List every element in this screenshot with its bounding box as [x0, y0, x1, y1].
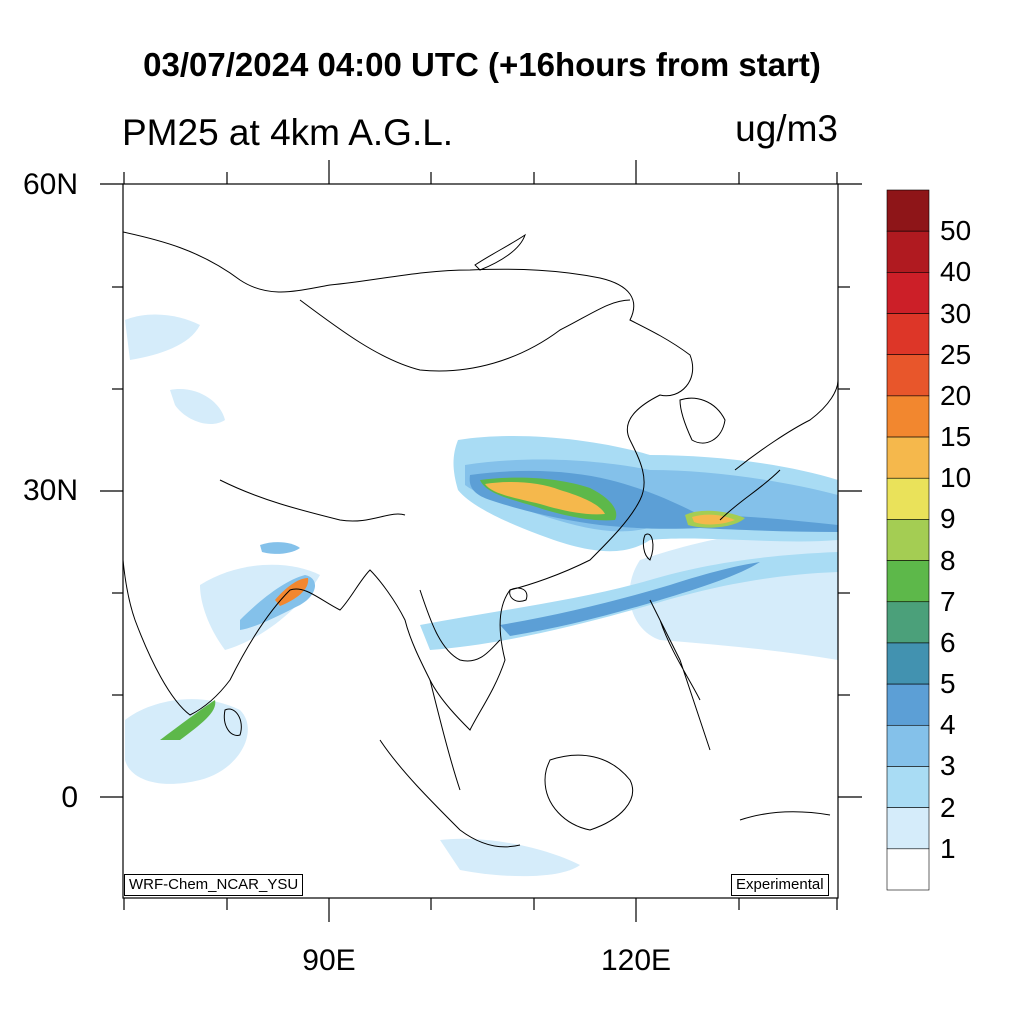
colorbar-tick-label: 2	[940, 791, 956, 823]
units-label: ug/m3	[735, 108, 838, 149]
coast-sakhalin	[474, 233, 526, 271]
colorbar-tick-label: 7	[940, 585, 956, 617]
coast-philippines	[649, 599, 711, 751]
border-china-north	[299, 299, 631, 372]
model-tag: WRF-Chem_NCAR_YSU	[124, 874, 304, 896]
colorbar-swatch	[886, 519, 930, 561]
lat-label-60n: 60N	[22, 168, 78, 201]
colorbar-swatch	[886, 683, 930, 726]
colorbar-swatch	[886, 807, 930, 850]
coast-new-guinea	[739, 811, 831, 821]
pm25-hotspot-india	[275, 578, 309, 606]
colorbar-swatch	[886, 724, 930, 767]
pm25-haze-north-asia	[125, 314, 200, 360]
colorbar	[886, 189, 930, 891]
colorbar-swatch	[886, 560, 930, 603]
pm25-hotspot-yellow	[485, 482, 605, 515]
pm25-plume-north-india	[260, 542, 300, 554]
coast-taiwan	[642, 533, 654, 561]
colorbar-tick-label: 20	[940, 379, 972, 411]
pm25-band-south-china-sea-core	[500, 562, 760, 636]
colorbar-swatch	[886, 848, 930, 891]
colorbar-swatch	[886, 477, 930, 520]
colorbar-tick-label: 1	[940, 832, 956, 864]
coast-sri-lanka	[223, 708, 242, 736]
pm25-hotspot-japan-south-core	[692, 514, 735, 525]
variable-subtitle: PM25 at 4km A.G.L.	[122, 112, 454, 153]
lat-label-30n: 30N	[22, 474, 78, 507]
colorbar-swatch	[886, 395, 930, 438]
colorbar-swatch	[886, 642, 930, 685]
coast-borneo	[544, 754, 634, 831]
coast-hainan	[509, 587, 528, 602]
map-title: 03/07/2024 04:00 UTC (+16hours from star…	[143, 46, 821, 83]
colorbar-tick-label: 15	[940, 421, 972, 453]
colorbar-tick-label: 6	[940, 626, 956, 658]
lat-label-0: 0	[61, 781, 78, 814]
colorbar-tick-label: 40	[940, 256, 972, 288]
border-indochina	[419, 589, 501, 662]
colorbar-tick-label: 25	[940, 338, 972, 370]
lon-label-120e: 120E	[600, 944, 672, 977]
coast-japan	[719, 379, 838, 521]
colorbar-swatch	[886, 601, 930, 644]
colorbar-tick-label: 50	[940, 215, 972, 247]
lon-label-90e: 90E	[302, 944, 356, 977]
colorbar-swatch	[886, 354, 930, 397]
colorbar-tick-label: 3	[940, 750, 956, 782]
border-himalaya	[219, 479, 406, 522]
coast-sumatra	[379, 739, 521, 848]
colorbar-swatch	[886, 313, 930, 356]
colorbar-swatch	[886, 436, 930, 479]
pm25-haze-borneo-south	[440, 838, 580, 877]
colorbar-tick-label: 8	[940, 544, 956, 576]
pm25-haze-arabian-sea	[125, 699, 248, 784]
colorbar-tick-label: 5	[940, 668, 956, 700]
map-frame	[122, 183, 839, 899]
colorbar-tick-label: 10	[940, 462, 972, 494]
pm25-field	[125, 314, 838, 877]
coast-malay-peninsula	[429, 679, 461, 791]
pm25-haze-central-asia	[170, 389, 225, 425]
pm25-plume-sri-lanka	[160, 700, 216, 740]
colorbar-tick-label: 4	[940, 709, 956, 741]
axis-ticks	[100, 160, 862, 922]
experimental-tag: Experimental	[731, 874, 829, 896]
colorbar-swatch	[886, 189, 930, 232]
colorbar-tick-label: 9	[940, 503, 956, 535]
colorbar-tick-label: 30	[940, 297, 972, 329]
colorbar-swatch	[886, 272, 930, 314]
colorbar-swatch	[886, 766, 930, 808]
coastline-borders	[123, 231, 838, 848]
coast-korea	[679, 397, 726, 444]
colorbar-swatch	[886, 230, 930, 273]
